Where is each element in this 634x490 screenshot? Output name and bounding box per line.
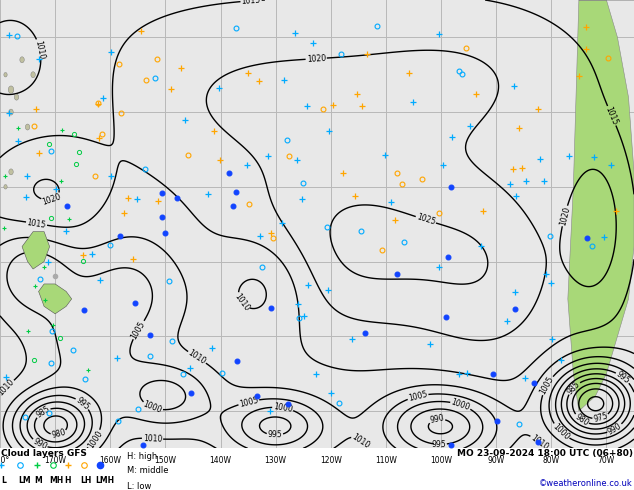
Text: 1000: 1000 [142,400,163,415]
Text: MO 23-09-2024 18:00 UTC (06+80): MO 23-09-2024 18:00 UTC (06+80) [456,449,633,458]
Text: LM: LM [18,476,30,485]
Text: 980: 980 [51,428,67,441]
Circle shape [25,124,30,130]
Text: 1020: 1020 [306,53,326,64]
Text: 1020: 1020 [41,192,62,207]
Circle shape [8,86,14,94]
Text: 1000: 1000 [86,429,104,450]
Text: 1015: 1015 [241,0,261,6]
Text: 1025: 1025 [415,213,436,227]
Text: 1010: 1010 [350,432,371,450]
Text: 1010: 1010 [143,434,162,443]
Text: M: M [34,476,42,485]
Text: 995: 995 [268,430,282,440]
Text: 1015: 1015 [27,218,47,229]
Text: 980: 980 [573,412,590,428]
Text: ©weatheronline.co.uk: ©weatheronline.co.uk [539,479,633,488]
Text: 1010: 1010 [186,348,207,367]
Text: H: high: H: high [127,452,157,461]
Polygon shape [568,0,634,411]
Text: 1005: 1005 [238,395,259,409]
Polygon shape [39,284,72,314]
Text: L: low: L: low [127,482,151,490]
Circle shape [20,57,24,63]
Text: LH: LH [80,476,91,485]
Text: 1010: 1010 [232,292,251,313]
Text: 990: 990 [429,414,445,425]
Circle shape [4,73,7,77]
Text: L: L [1,476,6,485]
Text: H: H [65,476,71,485]
Circle shape [31,72,36,78]
Text: 1005: 1005 [129,319,147,341]
Text: 990: 990 [606,421,623,437]
Circle shape [9,109,13,115]
Text: MH: MH [49,476,63,485]
Text: 1000: 1000 [450,397,471,412]
Text: 985: 985 [566,379,582,396]
Circle shape [15,94,19,100]
Text: 995: 995 [74,395,91,412]
Text: 1020: 1020 [558,205,571,226]
Text: 975: 975 [592,412,609,424]
Text: 985: 985 [34,404,51,420]
Polygon shape [22,232,49,269]
Text: 1010: 1010 [34,39,46,60]
Text: LMH: LMH [95,476,114,485]
Text: 1005: 1005 [408,390,429,403]
Text: 995: 995 [614,369,631,386]
Circle shape [4,185,7,189]
Text: 1000: 1000 [551,422,571,441]
Text: 1015: 1015 [604,105,619,126]
Circle shape [9,169,13,175]
Text: 1010: 1010 [0,378,16,398]
Text: 990: 990 [31,437,48,451]
Text: 1005: 1005 [538,375,555,396]
Text: Cloud layers GFS: Cloud layers GFS [1,449,87,458]
Text: 995: 995 [431,440,446,449]
Text: 1000: 1000 [273,402,293,414]
Text: M: middle: M: middle [127,466,168,475]
Text: 1010: 1010 [529,433,550,452]
